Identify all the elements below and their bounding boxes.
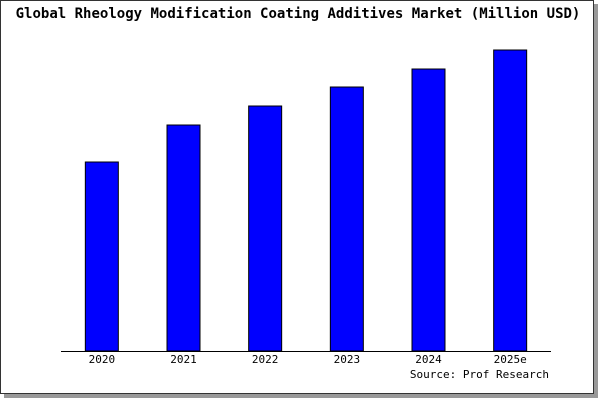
bar [329,86,364,352]
bar [84,161,119,352]
source-note: Source: Prof Research [410,368,549,381]
bar [493,49,528,352]
x-tick-label: 2024 [415,353,442,366]
chart-title: Global Rheology Modification Coating Add… [16,6,581,22]
x-tick-label: 2020 [89,353,116,366]
x-tick-label: 2021 [170,353,197,366]
plot-area [61,50,551,351]
bar [166,124,201,352]
x-tick-label: 2025e [494,353,527,366]
x-tick-label: 2023 [334,353,361,366]
bar [411,68,446,352]
bar [248,105,283,352]
x-tick-label: 2022 [252,353,279,366]
